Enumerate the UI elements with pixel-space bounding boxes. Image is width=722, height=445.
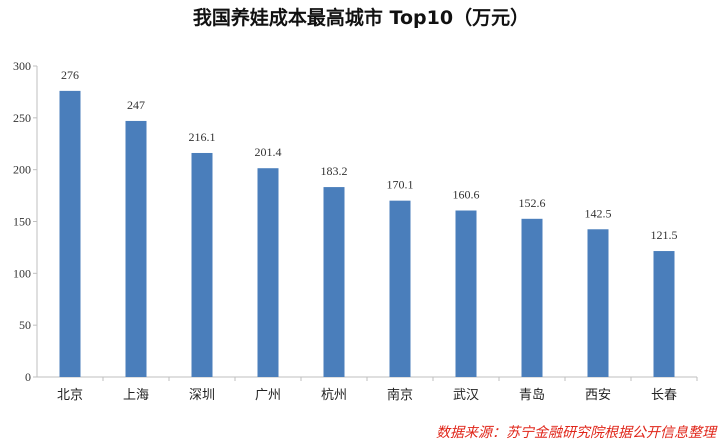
data-label: 142.5: [585, 206, 612, 220]
y-tick-label: 250: [13, 111, 31, 125]
category-label: 青岛: [519, 387, 545, 403]
y-tick-label: 100: [13, 266, 31, 280]
data-label: 160.6: [453, 188, 480, 202]
data-label: 216.1: [189, 130, 216, 144]
y-tick-label: 150: [13, 215, 31, 229]
category-label: 南京: [387, 387, 413, 403]
data-label: 152.6: [519, 196, 546, 210]
category-label: 广州: [255, 388, 281, 403]
y-tick-label: 50: [19, 318, 31, 332]
category-label: 深圳: [189, 388, 215, 403]
bar: [191, 152, 213, 377]
data-labels: 276 247 216.1 201.4 183.2 170.1 160.6 152.6 142.…: [61, 68, 678, 242]
data-label: 121.5: [651, 228, 678, 242]
bar: [389, 200, 411, 377]
bar: [587, 229, 609, 377]
category-label: 长春: [651, 388, 677, 403]
data-label: 201.4: [255, 145, 282, 159]
category-label: 西安: [585, 388, 611, 403]
data-label: 170.1: [387, 178, 414, 192]
bar: [521, 218, 543, 377]
y-axis: 0 50 100 150 200 250 300: [13, 59, 38, 384]
y-tick-label: 300: [13, 59, 31, 73]
bars: [59, 90, 675, 378]
source-note: 数据来源：苏宁金融研究院根据公开信息整理: [436, 425, 718, 441]
bar: [257, 168, 279, 377]
bar: [125, 120, 147, 378]
category-label: 北京: [57, 388, 83, 403]
y-tick-label: 200: [13, 163, 31, 177]
category-labels: 北京 上海 深圳 广州 杭州 南京 武汉 青岛 西安 长春: [57, 387, 677, 403]
bar: [323, 187, 345, 377]
data-label: 276: [61, 68, 79, 82]
category-label: 杭州: [321, 388, 347, 403]
bar: [455, 210, 477, 377]
chart-title: 我国养娃成本最高城市 Top10（万元）: [193, 6, 529, 29]
bar: [59, 90, 81, 377]
x-axis: [37, 376, 698, 381]
bar: [653, 251, 675, 377]
data-label: 247: [127, 98, 145, 112]
category-label: 上海: [123, 388, 149, 403]
data-label: 183.2: [321, 164, 348, 178]
category-label: 武汉: [453, 388, 479, 403]
y-tick-label: 0: [25, 370, 31, 384]
